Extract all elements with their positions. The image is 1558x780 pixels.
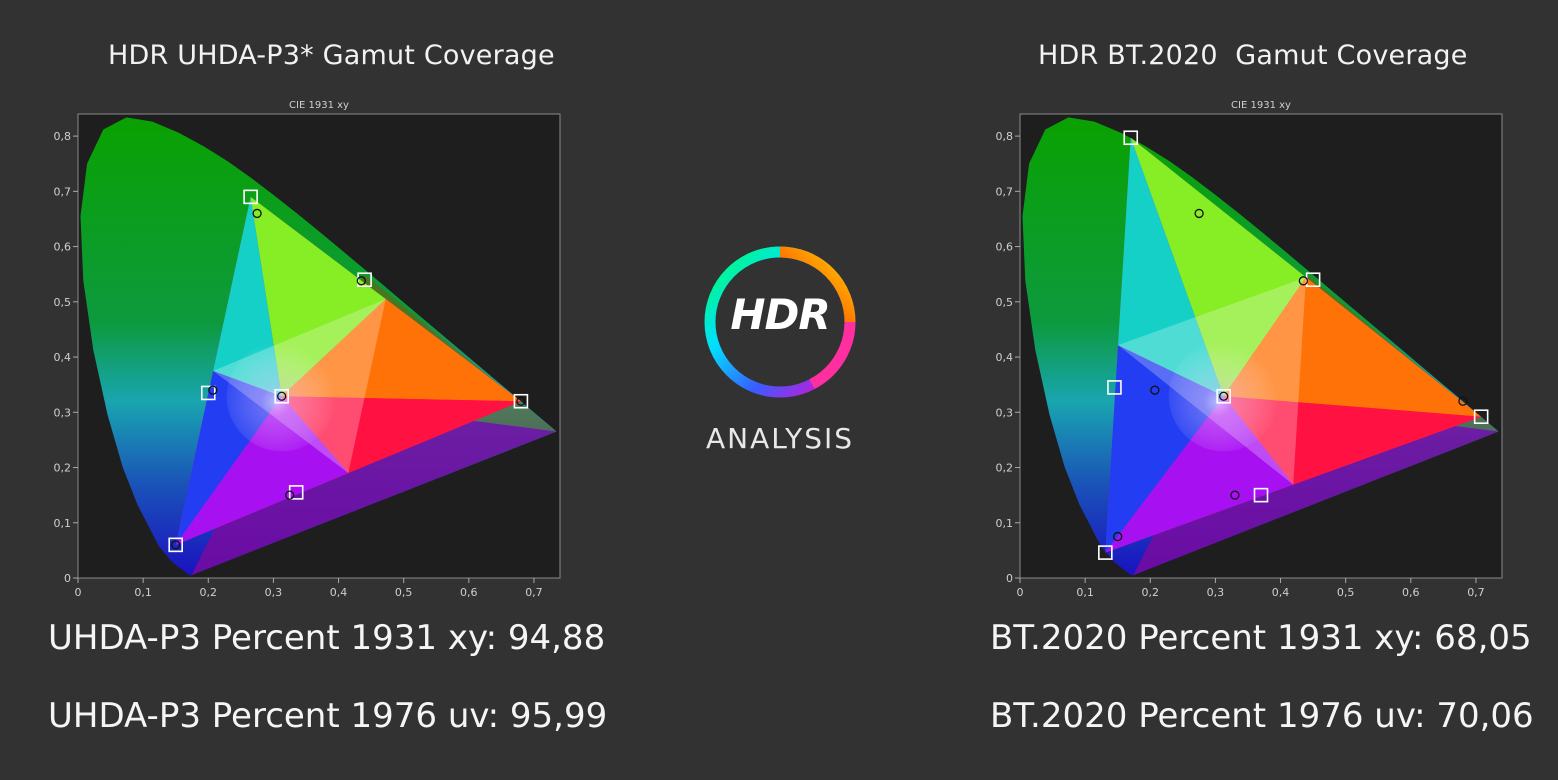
x-tick-label: 0,2 <box>1142 586 1160 599</box>
target-marker <box>1216 388 1231 404</box>
x-tick-label: 0,5 <box>1337 586 1355 599</box>
cie-chart-bt2020: 0 0,1 0,2 0,3 0,4 0,5 0,6 0,7 0 0,1 0,2 0,3 0,4 0,5 0,… <box>996 100 1503 599</box>
measured-marker <box>252 208 262 219</box>
x-tick-label: 0,7 <box>525 586 543 599</box>
x-tick-label: 0 <box>1017 586 1024 599</box>
y-tick-label: 0,3 <box>54 406 72 419</box>
y-tick-label: 0,4 <box>54 351 72 364</box>
target-marker <box>1123 130 1139 146</box>
white-point-glow <box>226 341 337 452</box>
measured-marker <box>285 490 295 500</box>
gamut-sector-2 <box>1223 396 1482 485</box>
y-tick-label: 0,2 <box>996 462 1014 475</box>
x-tick-label: 0,6 <box>460 586 478 599</box>
y-tick-label: 0,7 <box>54 185 72 198</box>
target-marker <box>274 388 289 404</box>
x-tick-label: 0,1 <box>1076 586 1094 599</box>
y-tick-label: 0,4 <box>996 351 1014 364</box>
gamut-sector-2 <box>281 396 521 474</box>
measured-marker <box>1230 490 1240 500</box>
y-tick-label: 0,5 <box>996 296 1014 309</box>
target-marker <box>288 485 304 500</box>
chart-title-bt2020: HDR BT.2020 Gamut Coverage <box>1038 40 1468 71</box>
x-tick-label: 0,1 <box>134 586 152 599</box>
stat-bt2020-1931: BT.2020 Percent 1931 xy: 68,05 <box>990 618 1532 658</box>
measured-marker <box>1194 208 1204 219</box>
measured-marker <box>208 385 218 395</box>
chart-title: CIE 1931 xy <box>1231 100 1291 111</box>
y-tick-label: 0,8 <box>996 130 1014 143</box>
measured-marker <box>1150 385 1160 395</box>
gamut-sector-1 <box>1223 277 1482 417</box>
y-tick-label: 0,2 <box>54 462 72 475</box>
cie-chart-uhda-p3: 0 0,1 0,2 0,3 0,4 0,5 0,6 0,7 0 0,1 0,2 0,3 0,4 0,5 0,… <box>54 100 561 599</box>
x-tick-label: 0,3 <box>1207 586 1225 599</box>
y-tick-label: 0,7 <box>996 185 1014 198</box>
target-marker <box>243 189 258 205</box>
x-tick-label: 0,3 <box>265 586 283 599</box>
measured-marker <box>516 396 526 406</box>
stat-uhda-p3-1931: UHDA-P3 Percent 1931 xy: 94,88 <box>48 618 606 658</box>
x-tick-label: 0,2 <box>200 586 218 599</box>
target-marker <box>1473 409 1489 425</box>
gamut-sector-1 <box>281 299 521 402</box>
x-tick-label: 0,5 <box>395 586 413 599</box>
logo-hdr-text: HDR <box>730 290 830 339</box>
logo-analysis-text: ANALYSIS <box>705 422 855 455</box>
y-tick-label: 0,6 <box>54 241 72 254</box>
measured-marker <box>1298 276 1308 286</box>
x-tick-label: 0 <box>75 586 82 599</box>
x-tick-label: 0,7 <box>1467 586 1485 599</box>
measured-marker <box>1113 531 1123 542</box>
y-tick-label: 0 <box>1006 572 1013 585</box>
chart-title: CIE 1931 xy <box>289 100 349 111</box>
hdr-analysis-logo: HDR ANALYSIS <box>690 240 870 470</box>
y-tick-label: 0,3 <box>996 406 1014 419</box>
logo-ring-icon <box>704 246 856 398</box>
x-tick-label: 0,4 <box>1272 586 1290 599</box>
stat-uhda-p3-1976: UHDA-P3 Percent 1976 uv: 95,99 <box>48 696 608 736</box>
target-marker <box>513 393 529 409</box>
measured-marker <box>277 391 287 401</box>
x-tick-label: 0,4 <box>330 586 348 599</box>
y-tick-label: 0,6 <box>996 241 1014 254</box>
measured-marker <box>356 276 366 286</box>
y-tick-label: 0,5 <box>54 296 72 309</box>
gamut-sector-5 <box>1118 137 1224 397</box>
target-marker <box>1098 545 1113 560</box>
y-tick-label: 0,8 <box>54 130 72 143</box>
measured-marker <box>1219 391 1229 401</box>
target-marker <box>168 537 184 553</box>
stat-bt2020-1976: BT.2020 Percent 1976 uv: 70,06 <box>990 696 1534 736</box>
x-tick-label: 0,6 <box>1402 586 1420 599</box>
target-marker <box>1107 380 1122 395</box>
chart-title-uhda-p3: HDR UHDA-P3* Gamut Coverage <box>108 40 555 71</box>
measured-marker <box>1458 396 1468 406</box>
y-tick-label: 0,1 <box>996 517 1014 530</box>
white-point-glow <box>1168 341 1279 452</box>
target-marker <box>1253 487 1269 503</box>
gamut-sector-0 <box>1130 137 1306 397</box>
y-tick-label: 0,1 <box>54 517 72 530</box>
y-tick-label: 0 <box>64 572 71 585</box>
measured-marker <box>171 540 181 550</box>
target-marker <box>200 385 216 401</box>
